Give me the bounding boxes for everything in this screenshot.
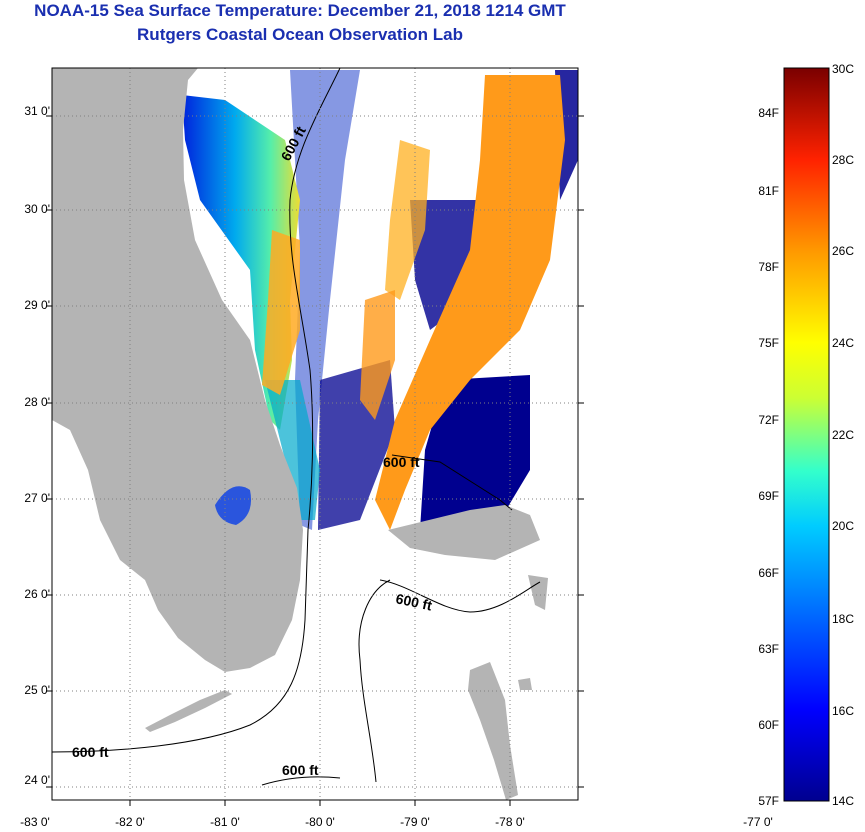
colorbar-c-label: 30C [832,62,855,76]
lat-label: 26 0' [24,587,50,601]
lon-label: -83 0' [20,815,50,829]
colorbar-c-label: 26C [832,244,855,258]
map-frame [51,67,579,801]
contour-label: 600 ft [282,762,319,778]
colorbar-c-label: 16C [832,704,855,718]
colorbar-f-label: 75F [758,336,779,350]
lat-label: 28 0' [24,395,50,409]
bahamas-land [518,678,532,690]
cold-water-region [420,375,530,530]
colorbar-c-label: 20C [832,519,855,533]
colorbar-f-label: 57F [758,794,779,808]
coastal-sst-band [265,380,320,520]
colorbar-f-label: 60F [758,718,779,732]
colorbar-scale [783,67,830,802]
contour-600ft [261,776,341,786]
colorbar-f-label: 69F [758,489,779,503]
lat-label: 25 0' [24,683,50,697]
colorbar-c-label: 14C [832,794,855,808]
colorbar-f-label: 66F [758,566,779,580]
gulf-stream-warm-water [375,75,565,530]
lat-label: 29 0' [24,298,50,312]
lat-label: 24 0' [24,773,50,787]
contour-600ft [391,454,513,511]
map-title: NOAA-15 Sea Surface Temperature: Decembe… [34,1,566,20]
lon-label: -77 0' [743,815,773,829]
lat-label: 27 0' [24,491,50,505]
colorbar-f-label: 81F [758,184,779,198]
lake-okeechobee [215,486,252,525]
colorbar-f-label: 63F [758,642,779,656]
colorbar-f-label: 72F [758,413,779,427]
bahamas-land [388,505,540,560]
lon-label: -79 0' [400,815,430,829]
contour-label: 600 ft [394,590,433,613]
colorbar-c-label: 24C [832,336,855,350]
contour-600ft [52,68,341,753]
lat-label: 31 0' [24,104,50,118]
lon-label: -81 0' [210,815,240,829]
gulf-stream-warm-water [385,140,430,300]
map-subtitle: Rutgers Coastal Ocean Observation Lab [137,25,463,44]
lat-label: 30 0' [24,202,50,216]
bahamas-land [468,662,518,800]
lon-label: -78 0' [495,815,525,829]
colorbar-f-label: 78F [758,260,779,274]
colorbar-c-label: 22C [832,428,855,442]
gulf-stream-warm-water [360,290,395,420]
bahamas-land [528,575,548,610]
colorbar-f-label: 84F [758,106,779,120]
colorbar-c-label: 18C [832,612,855,626]
gulf-stream-warm-water [262,230,300,395]
florida-keys [145,690,232,732]
lon-label: -80 0' [305,815,335,829]
contour-label: 600 ft [383,454,420,470]
contour-600ft [358,579,541,783]
colorbar-c-label: 28C [832,153,855,167]
lon-label: -82 0' [115,815,145,829]
contour-label: 600 ft [72,744,109,760]
